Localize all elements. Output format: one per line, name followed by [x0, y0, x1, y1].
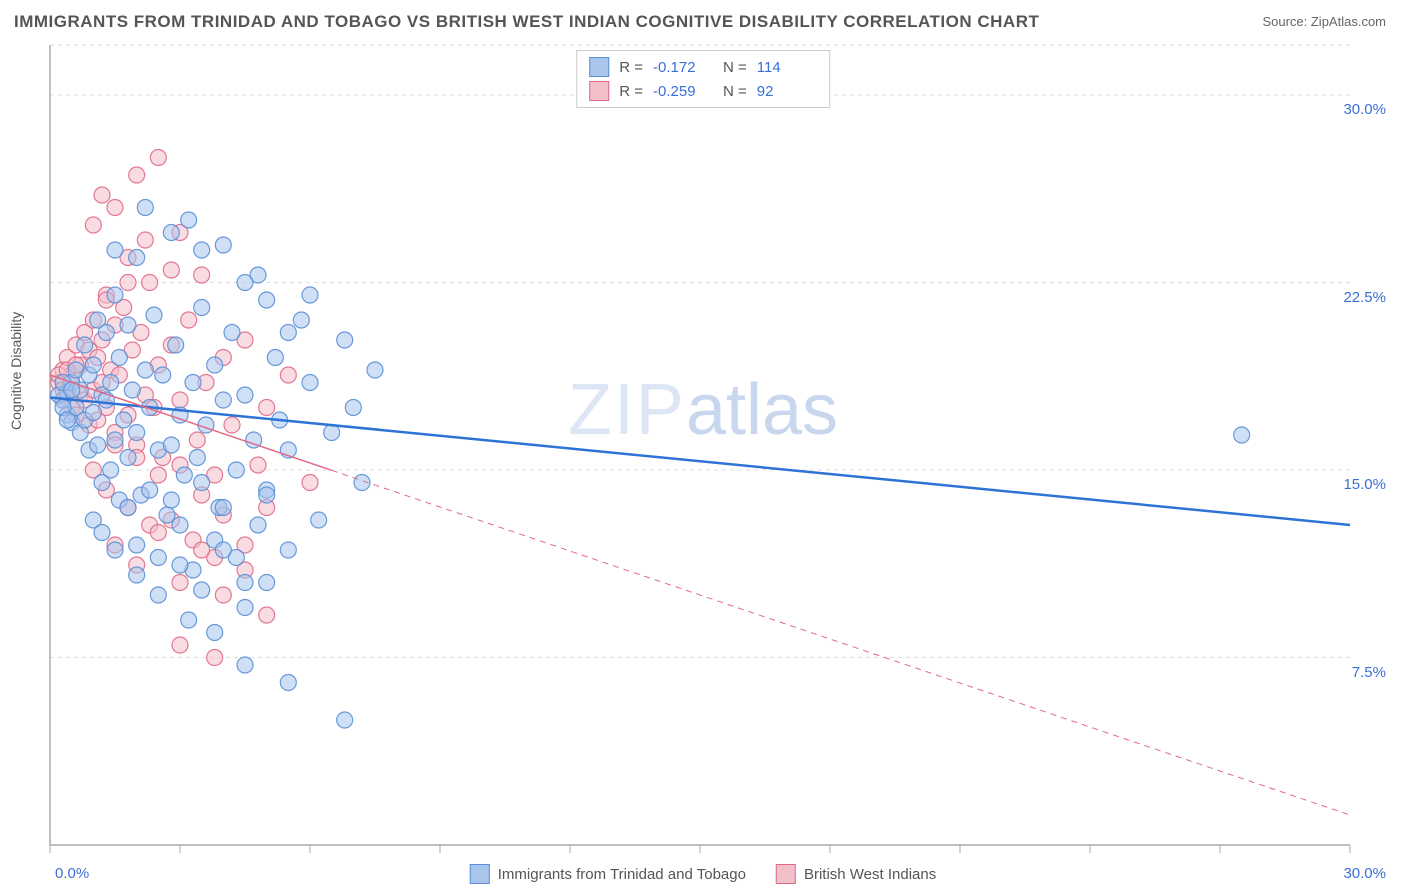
legend-stats-row: R = -0.259 N = 92 — [589, 79, 817, 103]
series-swatch-icon — [589, 81, 609, 101]
series-swatch-icon — [776, 864, 796, 884]
y-axis-tick-label: 30.0% — [1343, 101, 1386, 118]
series-legend: Immigrants from Trinidad and Tobago Brit… — [470, 864, 936, 884]
legend-label: Immigrants from Trinidad and Tobago — [498, 866, 746, 883]
series-swatch-icon — [589, 57, 609, 77]
series-swatch-icon — [470, 864, 490, 884]
legend-label: British West Indians — [804, 866, 936, 883]
x-axis-min-label: 0.0% — [55, 865, 89, 882]
legend-item: Immigrants from Trinidad and Tobago — [470, 864, 746, 884]
correlation-stats-legend: R = -0.172 N = 114 R = -0.259 N = 92 — [576, 50, 830, 108]
x-axis-max-label: 30.0% — [1343, 865, 1386, 882]
y-axis-tick-label: 22.5% — [1343, 289, 1386, 306]
y-axis-tick-label: 7.5% — [1352, 664, 1386, 681]
legend-stats-row: R = -0.172 N = 114 — [589, 55, 817, 79]
watermark: ZIPatlas — [568, 369, 838, 451]
legend-item: British West Indians — [776, 864, 936, 884]
y-axis-tick-label: 15.0% — [1343, 476, 1386, 493]
